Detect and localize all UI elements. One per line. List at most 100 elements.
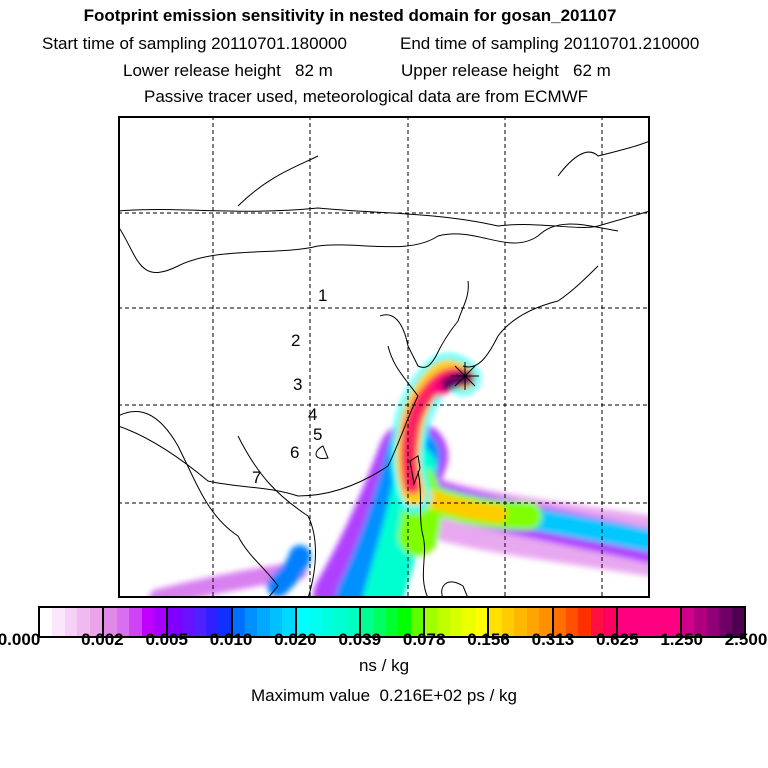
colorbar-swatch (694, 608, 707, 636)
colorbar-swatch (655, 608, 668, 636)
colorbar-swatch (578, 608, 591, 636)
colorbar-swatch (180, 608, 194, 636)
colorbar-segment (232, 608, 297, 636)
colorbar-swatch (141, 608, 154, 636)
colorbar-swatch (681, 608, 695, 636)
colorbar-swatch (565, 608, 579, 636)
colorbar-swatch (731, 608, 745, 636)
colorbar-swatch (526, 608, 540, 636)
colorbar-swatch (269, 608, 283, 636)
colorbar-swatch (617, 608, 631, 636)
colorbar-swatch (553, 608, 566, 636)
colorbar-swatch (321, 608, 335, 636)
lower-release-label: Lower release height 82 m (123, 61, 333, 80)
colorbar-swatch (630, 608, 643, 636)
colorbar-swatch (232, 608, 245, 636)
graticule (118, 116, 650, 598)
colorbar-swatch (360, 608, 374, 636)
map-frame (118, 116, 650, 598)
day-label: 3 (293, 375, 302, 394)
max-value-label: Maximum value 0.216E+02 ps / kg (251, 686, 517, 705)
colorbar-swatch (437, 608, 450, 636)
figure-title: Footprint emission sensitivity in nested… (83, 6, 617, 25)
colorbar-swatch (603, 608, 616, 636)
colorbar-swatch (129, 608, 142, 636)
colorbar-swatch (706, 608, 720, 636)
start-time-label: Start time of sampling 20110701.180000 (42, 34, 347, 53)
info-label: Passive tracer used, meteorological data… (144, 87, 589, 106)
colorbar-segment (40, 608, 105, 636)
colorbar-swatch (309, 608, 322, 636)
colorbar-tick-label: 0.020 (274, 630, 317, 649)
colorbar-swatch (52, 608, 65, 636)
colorbar-swatch (334, 608, 347, 636)
colorbar-swatch (719, 608, 732, 636)
day-label: 7 (252, 468, 261, 487)
day-label: 1 (318, 286, 327, 305)
colorbar-swatch (667, 608, 680, 636)
colorbar-segment (296, 608, 361, 636)
colorbar-swatch (64, 608, 78, 636)
colorbar-swatch (489, 608, 502, 636)
day-label: 5 (313, 425, 322, 444)
colorbar-segment (168, 608, 233, 636)
colorbar-segment (360, 608, 426, 636)
colorbar-swatch (40, 608, 53, 636)
colorbar-swatch (539, 608, 552, 636)
colorbar-swatch (462, 608, 475, 636)
colorbar-swatch (168, 608, 181, 636)
colorbar-tick-label: 0.005 (145, 630, 188, 649)
colorbar-swatch (385, 608, 399, 636)
colorbar-segment (553, 608, 618, 636)
colorbar-tick-label: 0.010 (209, 630, 253, 649)
colorbar-swatch (245, 608, 258, 636)
upper-release-label: Upper release height 62 m (401, 61, 611, 80)
colorbar (38, 606, 746, 638)
colorbar-tick-label: 0.002 (81, 630, 124, 649)
colorbar-swatch (425, 608, 438, 636)
star-marker-icon (451, 362, 479, 390)
coastlines (118, 140, 650, 598)
colorbar-tick-label: 0.156 (467, 630, 510, 649)
colorbar-swatch (205, 608, 219, 636)
colorbar-tick-label: 2.500 (724, 630, 768, 649)
colorbar-swatch (514, 608, 527, 636)
colorbar-segment (489, 608, 554, 636)
colorbar-swatch (282, 608, 295, 636)
end-time-label: End time of sampling 20110701.210000 (400, 34, 700, 53)
day-label: 4 (308, 405, 317, 424)
colorbar-swatch (398, 608, 411, 636)
colorbar-swatch (450, 608, 463, 636)
colorbar-segment (681, 608, 745, 636)
day-label: 6 (290, 443, 299, 462)
colorbar-swatch (410, 608, 424, 636)
colorbar-tick-label: 0.078 (402, 630, 446, 649)
colorbar-unit: ns / kg (358, 656, 410, 675)
colorbar-swatch (501, 608, 515, 636)
colorbar-swatch (296, 608, 310, 636)
colorbar-swatch (257, 608, 270, 636)
colorbar-tick-label: 0.625 (595, 630, 639, 649)
colorbar-tick-label: 0.000 (0, 630, 41, 649)
colorbar-segment (104, 608, 169, 636)
colorbar-tick-label: 1.250 (660, 630, 703, 649)
day-label: 2 (291, 331, 300, 350)
colorbar-swatch (153, 608, 167, 636)
colorbar-tick-label: 0.039 (338, 630, 382, 649)
colorbar-tick-label: 0.313 (531, 630, 575, 649)
colorbar-swatch (590, 608, 604, 636)
colorbar-swatch (116, 608, 130, 636)
colorbar-swatch (346, 608, 359, 636)
colorbar-swatch (474, 608, 488, 636)
colorbar-swatch (642, 608, 655, 636)
colorbar-segment (617, 608, 682, 636)
colorbar-swatch (193, 608, 206, 636)
colorbar-swatch (89, 608, 103, 636)
colorbar-swatch (77, 608, 90, 636)
colorbar-swatch (218, 608, 231, 636)
colorbar-swatch (373, 608, 386, 636)
colorbar-segment (425, 608, 490, 636)
